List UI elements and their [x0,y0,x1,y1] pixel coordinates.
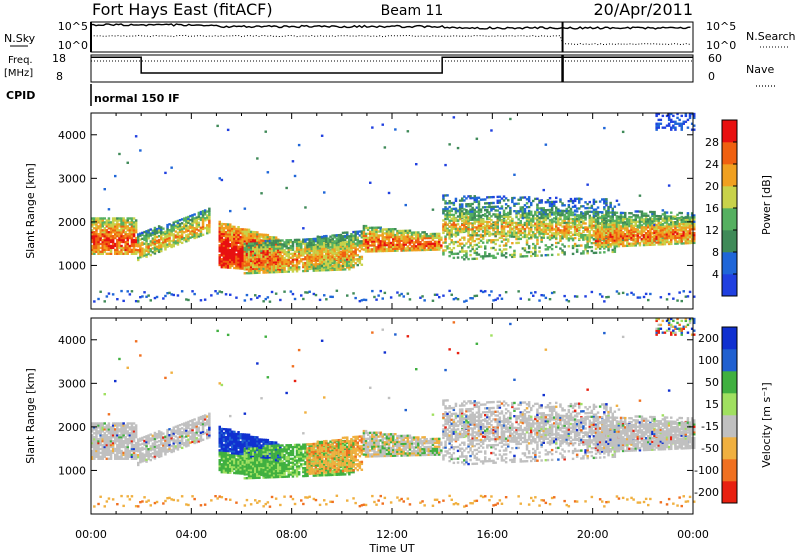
power-colorbar-label: Power [dB] [760,175,773,235]
colorbar-segment [722,208,737,231]
velocity-colorbar-label: Velocity [m s⁻¹] [760,382,773,467]
y-tick-label: 2000 [58,216,86,229]
x-tick-label: 00:00 [677,528,709,541]
y-tick-label: 3000 [58,377,86,390]
velocity-colorbar-tick-label: 100 [698,354,719,367]
freq-traces [91,55,693,82]
freq-trace [91,56,693,74]
x-tick-label: 04:00 [175,528,207,541]
y-tick-label: 4000 [58,334,86,347]
power-heatmap [91,112,696,303]
power-colorbar-tick-label: 28 [705,136,719,149]
velocity-axes: 1000 2000 3000 4000 [58,318,694,514]
velocity-colorbar-tick-label: -15 [701,420,719,433]
station-title: Fort Hays East (fitACF) [92,0,273,19]
colorbar-segment [722,415,737,438]
cpid-label: CPID [6,89,35,102]
y-tick-label: 1000 [58,259,86,272]
nsearch-tick-bottom: 10^0 [706,39,736,52]
velocity-colorbar-tick-label: 50 [705,376,719,389]
freq-tick-top: 18 [52,52,66,65]
colorbar-segment [722,481,737,504]
y-tick-label: 4000 [58,129,86,142]
colorbar-segment [722,252,737,275]
nsky-tick-top: 10^5 [58,20,88,33]
power-colorbar-tick-label: 16 [705,202,719,215]
nsearch-tick-top: 10^5 [706,20,736,33]
power-colorbar-tick-label: 8 [712,246,719,259]
nsearch-trace [90,34,691,46]
x-tick-label: 12:00 [376,528,408,541]
colorbar-segment [722,186,737,209]
freq-panel-frame [90,54,694,83]
freq-tick-bottom: 8 [56,70,63,83]
colorbar-segment [722,437,737,460]
colorbar-segment [722,120,737,143]
power-colorbar-tick-label: 24 [705,158,719,171]
colorbar-segment [722,349,737,372]
nsky-traces [90,22,691,52]
x-axis-label: Time UT [368,542,414,554]
beam-label: Beam 11 [381,3,444,19]
y-tick-label: 1000 [58,464,86,477]
y-tick-label: 2000 [58,421,86,434]
nave-tick-bottom: 0 [708,70,715,83]
cpid-program: normal 150 IF [94,92,180,105]
power-axes: 1000 2000 3000 4000 [58,113,694,309]
freq-label-line2: [MHz] [4,68,33,79]
colorbar-segment [722,164,737,187]
y-tick-label: 3000 [58,172,86,185]
velocity-heatmap [91,317,696,508]
date-label: 20/Apr/2011 [593,0,693,19]
velocity-colorbar: 200 100 50 15 -15 -50 -100 -200 [694,326,738,504]
power-colorbar-tick-label: 12 [705,224,719,237]
colorbar-segment [722,371,737,394]
nsky-trace [90,23,691,30]
power-ylabel: Slant Range [km] [24,163,37,259]
x-tick-label: 16:00 [476,528,508,541]
x-tick-label: 20:00 [577,528,609,541]
velocity-colorbar-tick-label: -100 [694,464,719,477]
power-colorbar: 4 8 12 16 20 24 28 [705,119,738,297]
colorbar-segment [722,393,737,416]
x-tick-label: 00:00 [75,528,107,541]
colorbar-segment [722,327,737,350]
power-colorbar-tick-label: 20 [705,180,719,193]
velocity-colorbar-tick-label: 15 [705,398,719,411]
colorbar-segment [722,274,737,297]
velocity-panel-frame [90,317,694,515]
nsky-tick-bottom: 10^0 [58,39,88,52]
x-tick-labels: 00:00 04:00 08:00 12:00 16:00 20:00 00:00 [75,528,709,541]
velocity-colorbar-tick-label: 200 [698,332,719,345]
colorbar-segment [722,142,737,165]
velocity-colorbar-tick-label: -200 [694,486,719,499]
velocity-ylabel: Slant Range [km] [24,368,37,464]
colorbar-segment [722,459,737,482]
power-colorbar-tick-label: 4 [712,268,719,281]
nave-tick-top: 60 [708,52,722,65]
colorbar-frame [721,326,738,504]
colorbar-segment [722,230,737,253]
power-panel-frame [90,112,694,310]
nsky-label: N.Sky [4,32,36,45]
x-tick-label: 08:00 [276,528,308,541]
velocity-colorbar-tick-label: -50 [701,442,719,455]
nsearch-label: N.Search [746,30,796,43]
freq-label-line1: Freq. [8,55,33,66]
nave-label: Nave [746,63,774,76]
